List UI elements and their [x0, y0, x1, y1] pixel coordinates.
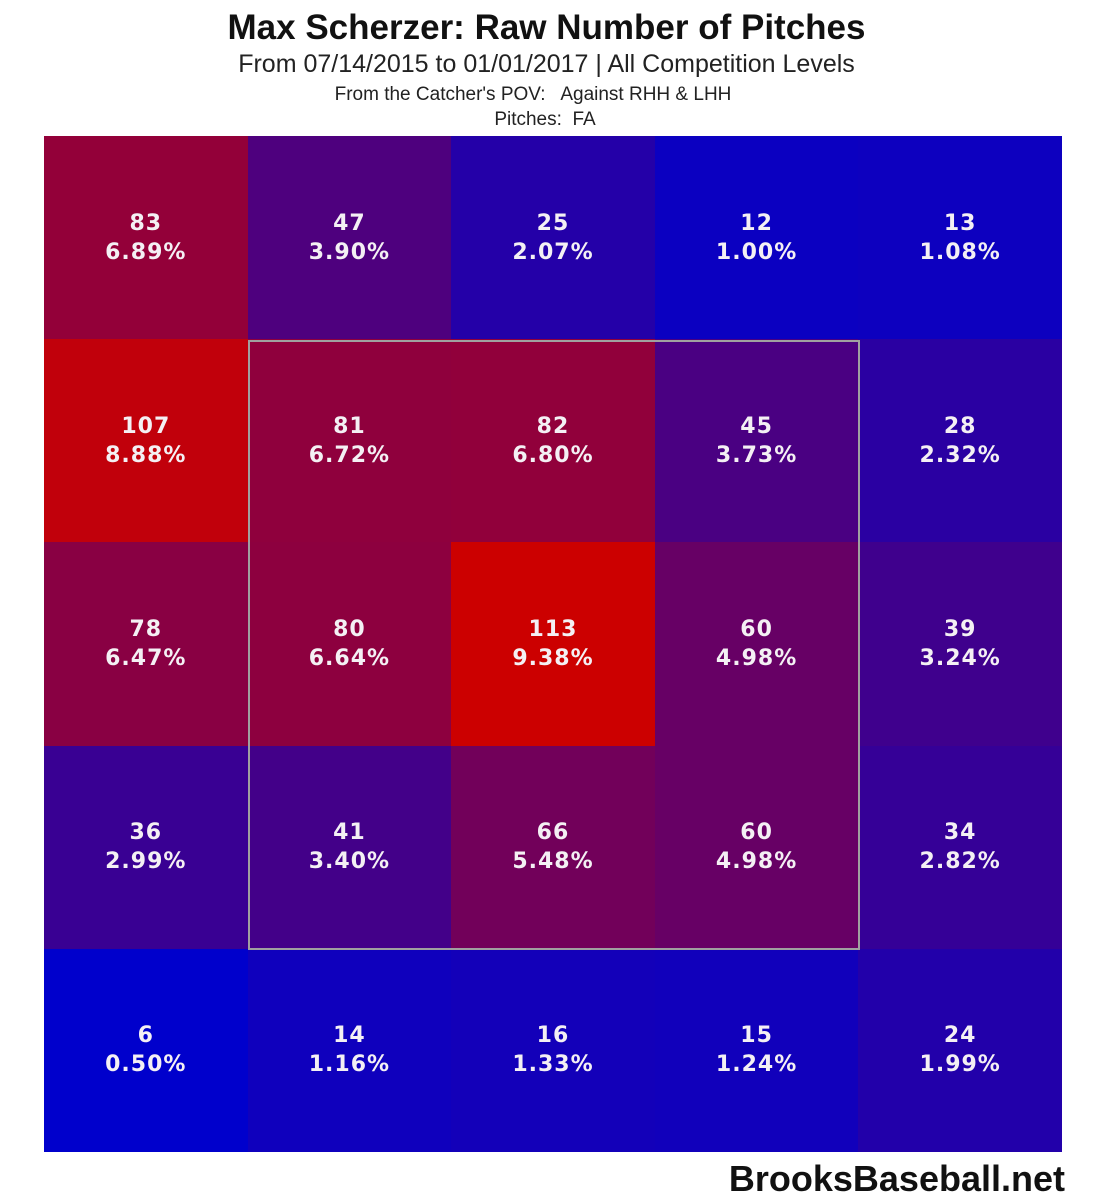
cell-percent: 8.88% [105, 442, 187, 468]
heatmap-cell: 66 5.48% [451, 745, 655, 949]
cell-percent: 1.00% [715, 239, 798, 265]
cell-percent: 1.99% [919, 1052, 1001, 1078]
heatmap-cell: 13 1.08% [858, 136, 1062, 340]
cell-percent: 4.98% [715, 849, 798, 875]
cell-count: 81 [333, 413, 366, 439]
cell-count: 39 [943, 616, 977, 642]
cell-percent: 6.72% [308, 442, 391, 468]
heatmap-cell: 24 1.99% [858, 948, 1062, 1152]
cell-percent: 2.07% [512, 239, 594, 265]
cell-count: 60 [740, 820, 773, 846]
cell-percent: 3.40% [308, 849, 391, 875]
heatmap-cell: 6 0.50% [44, 948, 248, 1152]
heatmap-cell: 34 2.82% [858, 745, 1062, 949]
heatmap-grid: 83 6.89% 47 3.90% 25 2.07% 12 1.00% 13 1.08% 107 8.… [44, 136, 1062, 1152]
cell-percent: 2.82% [919, 849, 1001, 875]
cell-count: 80 [333, 616, 366, 642]
cell-count: 6 [137, 1023, 154, 1049]
cell-count: 82 [536, 413, 570, 439]
cell-percent: 6.80% [512, 442, 594, 468]
cell-count: 13 [943, 210, 977, 236]
heatmap-cell: 83 6.89% [44, 136, 248, 340]
cell-count: 25 [536, 210, 570, 236]
cell-count: 66 [536, 820, 570, 846]
brand-watermark: BrooksBaseball.net [728, 1158, 1065, 1199]
heatmap-cell: 47 3.90% [247, 136, 452, 340]
heatmap-cell: 15 1.24% [654, 948, 859, 1152]
cell-percent: 3.73% [715, 442, 798, 468]
cell-percent: 2.99% [105, 849, 187, 875]
cell-percent: 1.24% [715, 1052, 798, 1078]
cell-percent: 5.48% [512, 849, 594, 875]
cell-count: 47 [333, 210, 366, 236]
cell-count: 45 [740, 413, 773, 439]
heatmap-cell: 60 4.98% [654, 542, 859, 746]
heatmap-cell: 25 2.07% [451, 136, 655, 340]
cell-count: 14 [333, 1023, 366, 1049]
cell-percent: 1.16% [308, 1052, 391, 1078]
cell-count: 36 [129, 820, 163, 846]
cell-count: 60 [740, 616, 773, 642]
heatmap-cell: 78 6.47% [44, 542, 248, 746]
cell-count: 83 [129, 210, 163, 236]
cell-count: 113 [528, 616, 578, 642]
cell-percent: 9.38% [512, 645, 594, 671]
heatmap-cell: 107 8.88% [44, 339, 248, 543]
cell-percent: 6.64% [308, 645, 391, 671]
cell-percent: 3.24% [919, 645, 1001, 671]
cell-percent: 2.32% [919, 442, 1001, 468]
heatmap-cell: 39 3.24% [858, 542, 1062, 746]
heatmap-cell: 36 2.99% [44, 745, 248, 949]
cell-count: 34 [943, 820, 977, 846]
cell-percent: 0.50% [105, 1052, 187, 1078]
cell-percent: 4.98% [715, 645, 798, 671]
cell-count: 107 [121, 413, 171, 439]
heatmap-cell: 14 1.16% [247, 948, 452, 1152]
cell-percent: 6.89% [105, 239, 187, 265]
cell-count: 28 [943, 413, 977, 439]
cell-count: 78 [129, 616, 163, 642]
chart-subtitle: From 07/14/2015 to 01/01/2017 | All Comp… [238, 50, 855, 78]
heatmap-cell: 82 6.80% [451, 339, 655, 543]
cell-percent: 6.47% [105, 645, 187, 671]
heatmap-cell: 16 1.33% [451, 948, 655, 1152]
heatmap-cell: 80 6.64% [247, 542, 452, 746]
heatmap-cell: 12 1.00% [654, 136, 859, 340]
pitches-label: Pitches: FA [494, 109, 596, 130]
cell-percent: 1.33% [512, 1052, 594, 1078]
heatmap-cell: 60 4.98% [654, 745, 859, 949]
heatmap-cell: 28 2.32% [858, 339, 1062, 543]
cell-count: 15 [740, 1023, 773, 1049]
heatmap-cell: 45 3.73% [654, 339, 859, 543]
heatmap-cell: 113 9.38% [451, 542, 655, 746]
heatmap-cell: 81 6.72% [247, 339, 452, 543]
cell-count: 16 [536, 1023, 570, 1049]
cell-percent: 1.08% [919, 239, 1001, 265]
cell-count: 12 [740, 210, 773, 236]
pov-label: From the Catcher's POV: Against RHH & LH… [334, 84, 732, 105]
heatmap-cell: 41 3.40% [247, 745, 452, 949]
chart-title: Max Scherzer: Raw Number of Pitches [227, 8, 866, 47]
cell-percent: 3.90% [308, 239, 391, 265]
cell-count: 24 [943, 1023, 977, 1049]
cell-count: 41 [333, 820, 366, 846]
